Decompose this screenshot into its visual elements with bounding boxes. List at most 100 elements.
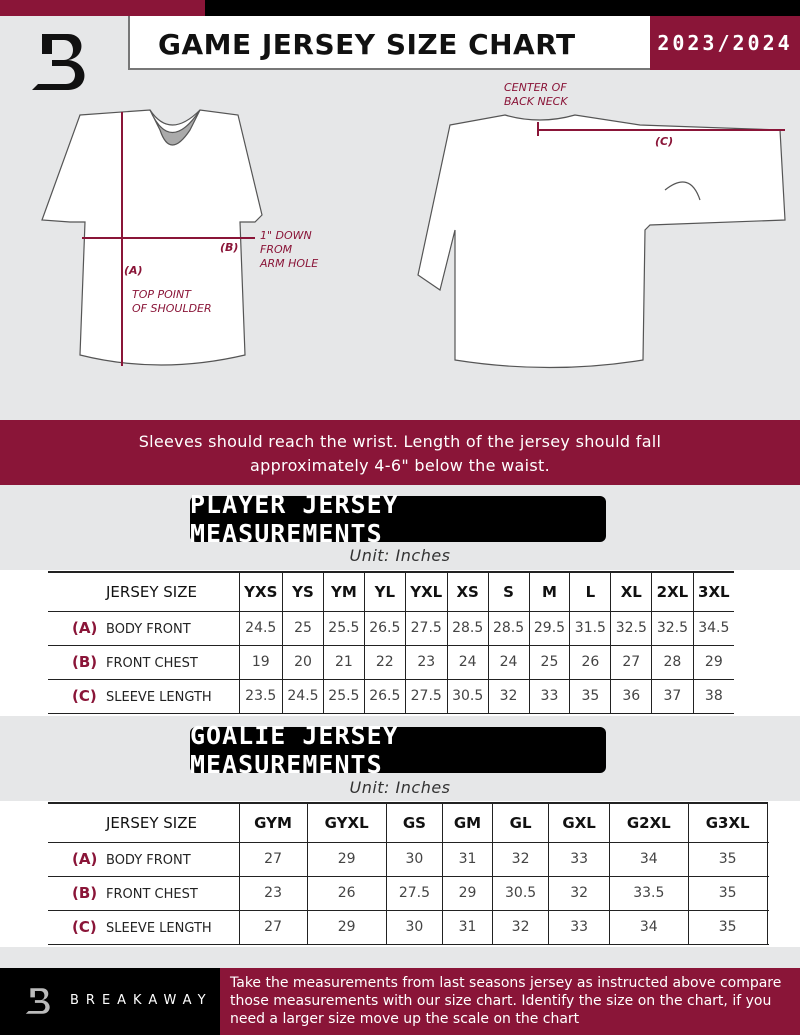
goalie-size-table: JERSEY SIZE GYM GYXL GS GM GL GXL G2XL G3XL (A) BO… <box>48 802 768 945</box>
table-cell: 34.5 <box>692 611 734 645</box>
top-accent-bar <box>0 0 205 16</box>
size-header: XS <box>446 572 489 611</box>
size-header: YS <box>282 572 324 611</box>
breakaway-logo <box>32 34 85 90</box>
table-cell: 24 <box>487 645 530 679</box>
table-cell: 35 <box>569 679 611 713</box>
table-cell: 29.5 <box>528 611 570 645</box>
footer-logo <box>25 988 50 1014</box>
top-black-bar <box>205 0 800 16</box>
row-label: (B) FRONT CHEST <box>48 876 239 910</box>
table-cell: 36 <box>610 679 652 713</box>
jersey-diagram <box>41 109 786 369</box>
size-header: M <box>528 572 570 611</box>
table-cell: 33 <box>548 842 610 876</box>
table-cell: 30 <box>385 910 443 944</box>
row-label: (A) BODY FRONT <box>48 611 239 645</box>
label-b: (B) <box>220 241 239 254</box>
table-cell: 27 <box>238 910 308 944</box>
size-header: GL <box>491 803 549 842</box>
row-letter: (B) <box>72 653 98 671</box>
row-name: FRONT CHEST <box>106 887 198 902</box>
table-cell: 27.5 <box>404 679 448 713</box>
table-cell: 26 <box>306 876 387 910</box>
row-label: (B) FRONT CHEST <box>48 645 239 679</box>
table-cell: 32.5 <box>651 611 694 645</box>
row-name: BODY FRONT <box>106 853 191 868</box>
fit-instruction-line-2: approximately 4-6" below the waist. <box>250 456 550 475</box>
table-cell: 31 <box>442 910 493 944</box>
table-cell: 32 <box>548 876 610 910</box>
measure-lines <box>82 112 785 366</box>
note-arm-hole: 1" DOWN FROM ARM HOLE <box>260 229 319 270</box>
table-cell: 26.5 <box>363 679 406 713</box>
table-cell: 24.5 <box>238 611 283 645</box>
table-row: (C) SLEEVE LENGTH 27 29 30 31 32 33 34 35 <box>48 910 768 944</box>
table-cell: 26.5 <box>363 611 406 645</box>
note-back-neck: CENTER OF BACK NECK <box>504 81 568 108</box>
size-header: 3XL <box>692 572 734 611</box>
table-cell <box>766 910 768 944</box>
size-header: G3XL <box>687 803 768 842</box>
row-letter: (B) <box>72 884 98 902</box>
row-label: (C) SLEEVE LENGTH <box>48 679 239 713</box>
table-cell: 25 <box>528 645 570 679</box>
fit-instructions-band: Sleeves should reach the wrist. Length o… <box>0 420 800 485</box>
table-cell <box>766 842 768 876</box>
page-title: GAME JERSEY SIZE CHART <box>158 28 576 61</box>
table-cell: 22 <box>363 645 406 679</box>
table-cell: 29 <box>306 910 387 944</box>
table-row: (A) BODY FRONT 24.5 25 25.5 26.5 27.5 28.5 28.5 2… <box>48 611 734 645</box>
goalie-section-title: GOALIE JERSEY MEASUREMENTS <box>190 721 606 779</box>
table-cell: 26 <box>569 645 611 679</box>
table-cell: 23 <box>404 645 448 679</box>
size-header: GS <box>385 803 443 842</box>
table-row: (A) BODY FRONT 27 29 30 31 32 33 34 35 <box>48 842 768 876</box>
table-cell: 28 <box>651 645 694 679</box>
table-cell: 37 <box>651 679 694 713</box>
table-cell: 23 <box>238 876 308 910</box>
table-cell: 32 <box>487 679 530 713</box>
table-cell: 35 <box>687 876 768 910</box>
size-header: GYM <box>238 803 308 842</box>
table-cell: 28.5 <box>446 611 489 645</box>
table-cell: 30.5 <box>446 679 489 713</box>
label-c: (C) <box>655 135 674 148</box>
fit-instruction-line-1: Sleeves should reach the wrist. Length o… <box>138 432 662 451</box>
table-cell: 19 <box>238 645 283 679</box>
table-cell: 27 <box>238 842 308 876</box>
table-cell: 27 <box>610 645 652 679</box>
table-cell: 28.5 <box>487 611 530 645</box>
table-cell: 32.5 <box>610 611 652 645</box>
row-name: BODY FRONT <box>106 622 191 637</box>
size-header: GYXL <box>306 803 387 842</box>
row-name: FRONT CHEST <box>106 656 198 671</box>
table-cell: 33 <box>528 679 570 713</box>
table-cell: 20 <box>282 645 324 679</box>
table-cell: 33 <box>548 910 610 944</box>
table-cell: 27.5 <box>404 611 448 645</box>
row-name: SLEEVE LENGTH <box>106 921 212 936</box>
size-header: G2XL <box>608 803 689 842</box>
size-header: S <box>487 572 530 611</box>
size-header: YXS <box>238 572 283 611</box>
table-cell: 21 <box>322 645 365 679</box>
size-header: YL <box>363 572 406 611</box>
table-cell: 24 <box>446 645 489 679</box>
row-letter: (A) <box>72 619 98 637</box>
table-row: (C) SLEEVE LENGTH 23.5 24.5 25.5 26.5 27.5 30.5… <box>48 679 734 713</box>
size-header: 2XL <box>651 572 694 611</box>
size-header: GXL <box>548 803 610 842</box>
table-cell: 25.5 <box>322 611 365 645</box>
size-header: GM <box>442 803 493 842</box>
back-jersey-drawing <box>417 114 786 369</box>
table-cell: 33.5 <box>608 876 689 910</box>
table-cell: 24.5 <box>282 679 324 713</box>
table-cell <box>766 876 768 910</box>
goalie-unit: Unit: Inches <box>349 778 451 797</box>
table-row: (B) FRONT CHEST 23 26 27.5 29 30.5 32 33.5 35 <box>48 876 768 910</box>
table-cell: 30 <box>385 842 443 876</box>
table-cell: 30.5 <box>491 876 549 910</box>
table-cell: 25.5 <box>322 679 365 713</box>
table-cell: 23.5 <box>238 679 283 713</box>
